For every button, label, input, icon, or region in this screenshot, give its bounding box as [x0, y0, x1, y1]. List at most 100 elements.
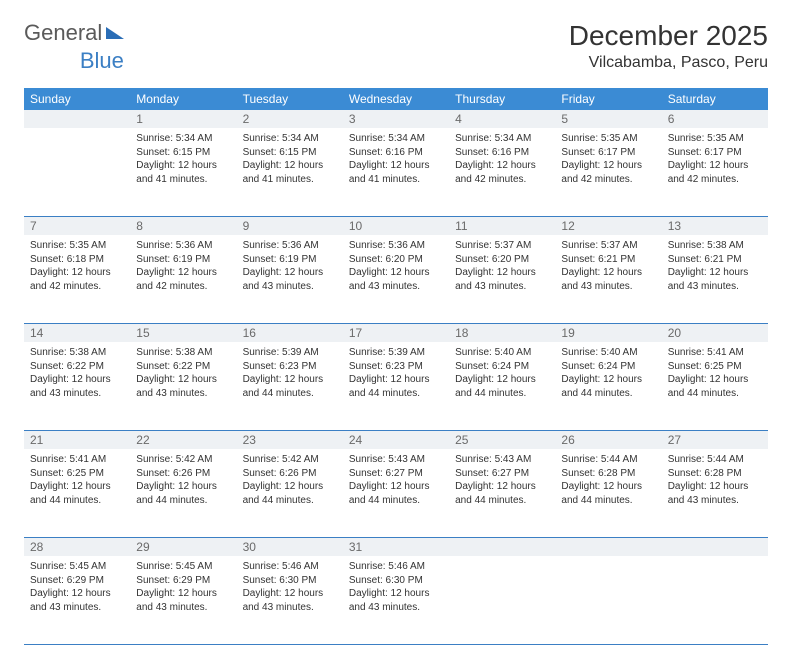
day-cell: Sunrise: 5:37 AMSunset: 6:21 PMDaylight:… [555, 235, 661, 324]
daynum-cell: 26 [555, 431, 661, 450]
day-cell: Sunrise: 5:42 AMSunset: 6:26 PMDaylight:… [130, 449, 236, 538]
daynum-cell: 25 [449, 431, 555, 450]
day-cell: Sunrise: 5:36 AMSunset: 6:19 PMDaylight:… [237, 235, 343, 324]
content-row: Sunrise: 5:38 AMSunset: 6:22 PMDaylight:… [24, 342, 768, 431]
weekday-saturday: Saturday [662, 88, 768, 110]
daynum-row: 28293031 [24, 538, 768, 557]
daynum-cell: 19 [555, 324, 661, 343]
day-cell: Sunrise: 5:36 AMSunset: 6:19 PMDaylight:… [130, 235, 236, 324]
daynum-cell: 14 [24, 324, 130, 343]
daynum-cell: 1 [130, 110, 236, 128]
triangle-icon [106, 27, 124, 39]
weekday-friday: Friday [555, 88, 661, 110]
daynum-cell: 27 [662, 431, 768, 450]
daynum-cell: 31 [343, 538, 449, 557]
day-cell [555, 556, 661, 645]
day-info: Sunrise: 5:46 AMSunset: 6:30 PMDaylight:… [243, 560, 337, 614]
weekday-header-row: Sunday Monday Tuesday Wednesday Thursday… [24, 88, 768, 110]
day-info: Sunrise: 5:40 AMSunset: 6:24 PMDaylight:… [455, 346, 549, 400]
daynum-cell: 30 [237, 538, 343, 557]
day-info: Sunrise: 5:39 AMSunset: 6:23 PMDaylight:… [243, 346, 337, 400]
day-info: Sunrise: 5:43 AMSunset: 6:27 PMDaylight:… [349, 453, 443, 507]
day-info: Sunrise: 5:38 AMSunset: 6:21 PMDaylight:… [668, 239, 762, 293]
content-row: Sunrise: 5:45 AMSunset: 6:29 PMDaylight:… [24, 556, 768, 645]
daynum-cell [555, 538, 661, 557]
day-info: Sunrise: 5:43 AMSunset: 6:27 PMDaylight:… [455, 453, 549, 507]
day-info: Sunrise: 5:45 AMSunset: 6:29 PMDaylight:… [136, 560, 230, 614]
day-cell: Sunrise: 5:38 AMSunset: 6:21 PMDaylight:… [662, 235, 768, 324]
weekday-wednesday: Wednesday [343, 88, 449, 110]
day-cell: Sunrise: 5:41 AMSunset: 6:25 PMDaylight:… [662, 342, 768, 431]
day-info: Sunrise: 5:39 AMSunset: 6:23 PMDaylight:… [349, 346, 443, 400]
weekday-sunday: Sunday [24, 88, 130, 110]
day-cell: Sunrise: 5:34 AMSunset: 6:16 PMDaylight:… [449, 128, 555, 217]
daynum-cell: 23 [237, 431, 343, 450]
day-cell: Sunrise: 5:34 AMSunset: 6:15 PMDaylight:… [130, 128, 236, 217]
day-cell: Sunrise: 5:40 AMSunset: 6:24 PMDaylight:… [449, 342, 555, 431]
daynum-cell: 9 [237, 217, 343, 236]
daynum-cell: 18 [449, 324, 555, 343]
daynum-cell: 6 [662, 110, 768, 128]
day-info: Sunrise: 5:34 AMSunset: 6:15 PMDaylight:… [136, 132, 230, 186]
logo: General [24, 20, 126, 46]
day-cell [662, 556, 768, 645]
logo-text-blue: Blue [80, 48, 124, 74]
daynum-cell: 2 [237, 110, 343, 128]
day-cell: Sunrise: 5:41 AMSunset: 6:25 PMDaylight:… [24, 449, 130, 538]
day-info: Sunrise: 5:34 AMSunset: 6:16 PMDaylight:… [349, 132, 443, 186]
daynum-cell: 4 [449, 110, 555, 128]
content-row: Sunrise: 5:35 AMSunset: 6:18 PMDaylight:… [24, 235, 768, 324]
daynum-row: 78910111213 [24, 217, 768, 236]
day-info: Sunrise: 5:34 AMSunset: 6:16 PMDaylight:… [455, 132, 549, 186]
daynum-row: 21222324252627 [24, 431, 768, 450]
daynum-cell: 22 [130, 431, 236, 450]
day-cell: Sunrise: 5:39 AMSunset: 6:23 PMDaylight:… [237, 342, 343, 431]
day-cell: Sunrise: 5:34 AMSunset: 6:16 PMDaylight:… [343, 128, 449, 217]
day-info: Sunrise: 5:35 AMSunset: 6:18 PMDaylight:… [30, 239, 124, 293]
content-row: Sunrise: 5:41 AMSunset: 6:25 PMDaylight:… [24, 449, 768, 538]
day-info: Sunrise: 5:41 AMSunset: 6:25 PMDaylight:… [30, 453, 124, 507]
daynum-cell: 15 [130, 324, 236, 343]
day-cell: Sunrise: 5:34 AMSunset: 6:15 PMDaylight:… [237, 128, 343, 217]
day-cell: Sunrise: 5:46 AMSunset: 6:30 PMDaylight:… [343, 556, 449, 645]
day-cell: Sunrise: 5:37 AMSunset: 6:20 PMDaylight:… [449, 235, 555, 324]
daynum-row: 14151617181920 [24, 324, 768, 343]
daynum-cell: 28 [24, 538, 130, 557]
day-info: Sunrise: 5:44 AMSunset: 6:28 PMDaylight:… [561, 453, 655, 507]
daynum-cell: 29 [130, 538, 236, 557]
daynum-cell: 11 [449, 217, 555, 236]
day-cell [449, 556, 555, 645]
daynum-cell: 16 [237, 324, 343, 343]
location: Vilcabamba, Pasco, Peru [569, 54, 768, 72]
daynum-cell: 20 [662, 324, 768, 343]
day-cell: Sunrise: 5:38 AMSunset: 6:22 PMDaylight:… [130, 342, 236, 431]
month-title: December 2025 [569, 20, 768, 52]
day-info: Sunrise: 5:42 AMSunset: 6:26 PMDaylight:… [136, 453, 230, 507]
logo-text-gray: General [24, 20, 102, 46]
day-info: Sunrise: 5:36 AMSunset: 6:20 PMDaylight:… [349, 239, 443, 293]
daynum-row: 123456 [24, 110, 768, 128]
day-cell: Sunrise: 5:44 AMSunset: 6:28 PMDaylight:… [555, 449, 661, 538]
day-info: Sunrise: 5:34 AMSunset: 6:15 PMDaylight:… [243, 132, 337, 186]
daynum-cell: 7 [24, 217, 130, 236]
day-cell: Sunrise: 5:43 AMSunset: 6:27 PMDaylight:… [449, 449, 555, 538]
day-cell: Sunrise: 5:38 AMSunset: 6:22 PMDaylight:… [24, 342, 130, 431]
day-cell: Sunrise: 5:45 AMSunset: 6:29 PMDaylight:… [24, 556, 130, 645]
daynum-cell: 13 [662, 217, 768, 236]
daynum-cell: 5 [555, 110, 661, 128]
daynum-cell [662, 538, 768, 557]
day-info: Sunrise: 5:40 AMSunset: 6:24 PMDaylight:… [561, 346, 655, 400]
day-cell [24, 128, 130, 217]
daynum-cell: 17 [343, 324, 449, 343]
daynum-cell: 8 [130, 217, 236, 236]
day-info: Sunrise: 5:41 AMSunset: 6:25 PMDaylight:… [668, 346, 762, 400]
day-info: Sunrise: 5:46 AMSunset: 6:30 PMDaylight:… [349, 560, 443, 614]
day-info: Sunrise: 5:36 AMSunset: 6:19 PMDaylight:… [243, 239, 337, 293]
daynum-cell [449, 538, 555, 557]
day-info: Sunrise: 5:38 AMSunset: 6:22 PMDaylight:… [136, 346, 230, 400]
day-info: Sunrise: 5:37 AMSunset: 6:21 PMDaylight:… [561, 239, 655, 293]
day-info: Sunrise: 5:42 AMSunset: 6:26 PMDaylight:… [243, 453, 337, 507]
day-info: Sunrise: 5:35 AMSunset: 6:17 PMDaylight:… [561, 132, 655, 186]
day-cell: Sunrise: 5:43 AMSunset: 6:27 PMDaylight:… [343, 449, 449, 538]
day-cell: Sunrise: 5:40 AMSunset: 6:24 PMDaylight:… [555, 342, 661, 431]
